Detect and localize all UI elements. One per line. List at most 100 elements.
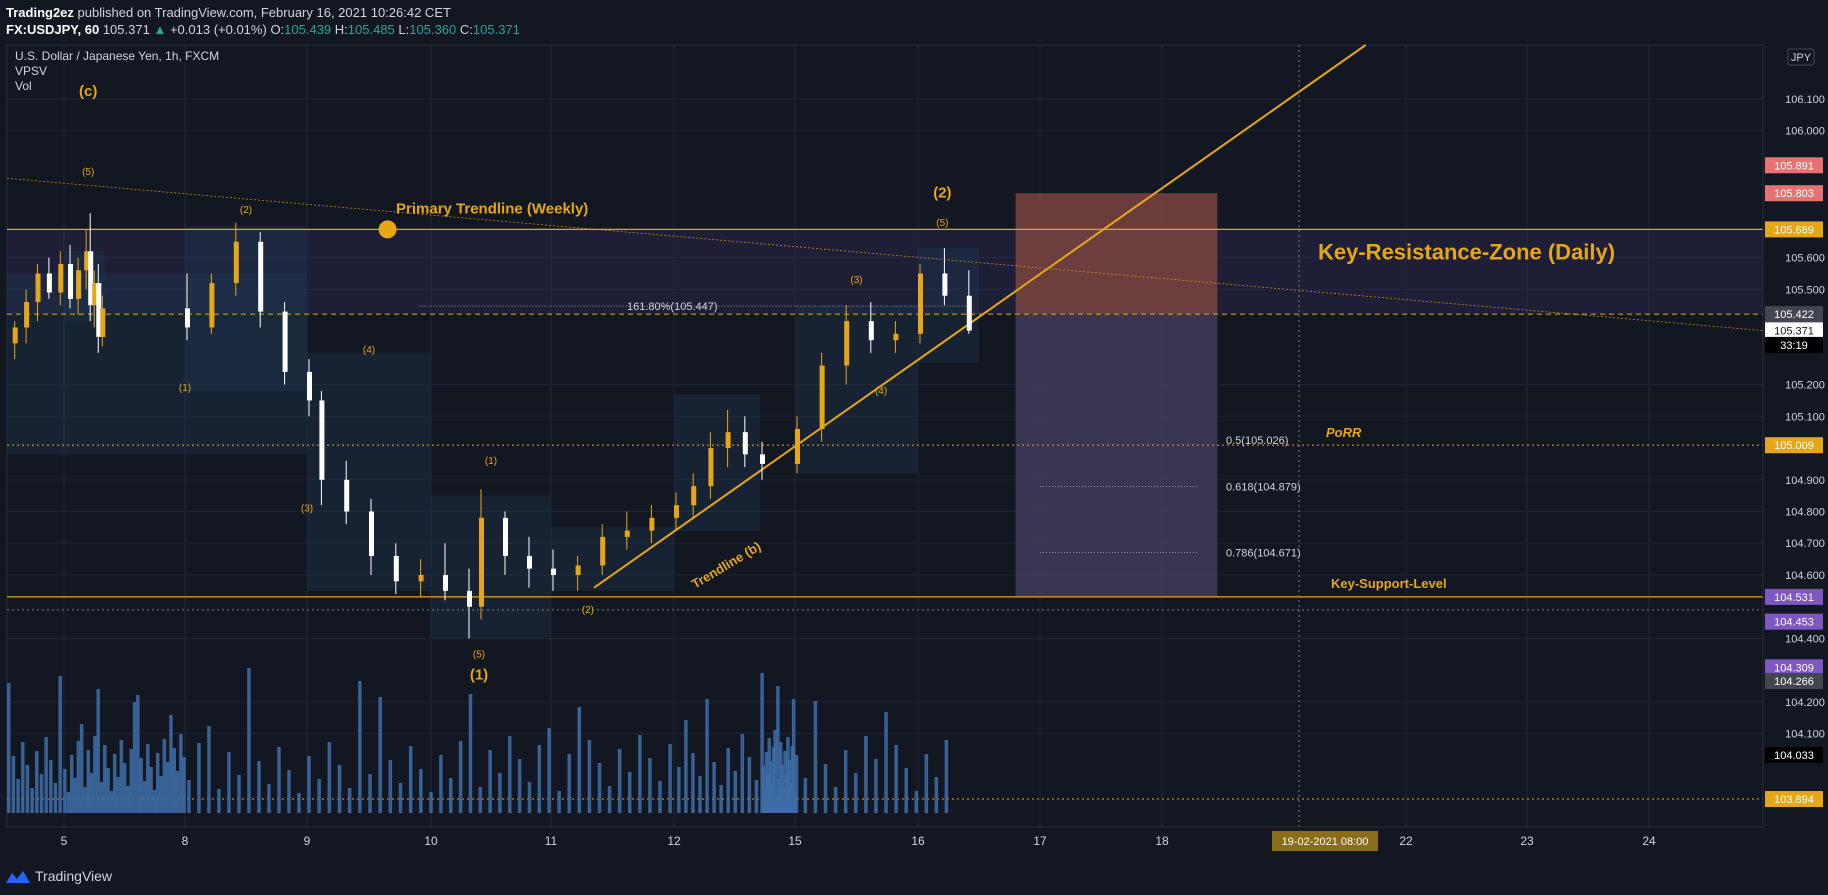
candle-body[interactable] — [819, 365, 825, 429]
candle-body[interactable] — [24, 302, 30, 328]
volume-bar — [368, 774, 372, 813]
candle-body[interactable] — [84, 251, 90, 271]
volume-bar — [287, 770, 291, 813]
candle-body[interactable] — [893, 333, 899, 341]
candle-body[interactable] — [725, 432, 731, 449]
publisher-name[interactable]: Trading2ez — [6, 5, 74, 20]
volume-bar — [197, 743, 201, 813]
candle-body[interactable] — [88, 251, 94, 306]
candle-body[interactable] — [795, 429, 800, 464]
candle-body[interactable] — [575, 565, 581, 575]
chart-header: Trading2ez published on TradingView.com,… — [0, 0, 1828, 42]
candle-body[interactable] — [68, 263, 74, 299]
wave-label: (3) — [850, 275, 862, 286]
price-axis-tick: 104.600 — [1785, 570, 1825, 582]
volume-bar — [658, 781, 662, 813]
candle-body[interactable] — [527, 555, 532, 569]
candle-body[interactable] — [185, 308, 190, 328]
candle-body[interactable] — [418, 574, 424, 582]
volume-bar — [468, 694, 473, 813]
volume-bar — [7, 683, 11, 813]
volume-bar — [458, 741, 463, 813]
candle-body[interactable] — [12, 327, 18, 344]
chart-title[interactable]: U.S. Dollar / Japanese Yen, 1h, FXCM — [15, 49, 219, 63]
candle-body[interactable] — [966, 295, 972, 331]
candle-body[interactable] — [258, 241, 264, 312]
candle-body[interactable] — [742, 432, 748, 455]
volume-bar — [388, 760, 393, 813]
price-tag — [1765, 336, 1823, 353]
tradingview-logo[interactable]: TradingView — [6, 868, 112, 884]
candle-body[interactable] — [96, 283, 102, 337]
close-value: 105.371 — [472, 22, 520, 37]
price-axis[interactable] — [1763, 45, 1828, 827]
volume-bar — [165, 762, 170, 813]
time-axis-tick: 23 — [1520, 834, 1534, 848]
volume-bar — [93, 736, 97, 813]
crosshair-date-badge — [1272, 831, 1378, 851]
publish-info: Trading2ez published on TradingView.com,… — [6, 5, 451, 20]
currency-badge[interactable] — [1787, 48, 1815, 66]
candle-body[interactable] — [319, 400, 325, 480]
candle-body[interactable] — [691, 486, 697, 506]
volume-bar — [478, 787, 483, 813]
candle-body[interactable] — [467, 590, 472, 607]
candle-body[interactable] — [35, 273, 41, 303]
candle-body[interactable] — [479, 517, 484, 607]
candle-body[interactable] — [649, 517, 655, 531]
wave-label: (3) — [301, 504, 313, 515]
volume-bar — [83, 787, 87, 813]
plot-area[interactable] — [6, 44, 1764, 828]
candle-body[interactable] — [600, 536, 606, 566]
volume-bar — [39, 774, 44, 813]
candle-body[interactable] — [369, 511, 374, 556]
indicator-vol-label[interactable]: Vol — [15, 79, 32, 93]
candle-body[interactable] — [942, 273, 948, 296]
candle-body[interactable] — [76, 270, 82, 299]
time-axis-tick: 8 — [182, 834, 189, 848]
candle-body[interactable] — [844, 321, 850, 366]
candle-body[interactable] — [282, 311, 288, 372]
candle-body[interactable] — [624, 530, 630, 537]
candle-body[interactable] — [918, 273, 923, 334]
time-axis-tick: 12 — [667, 834, 681, 848]
time-axis[interactable] — [7, 827, 1763, 856]
candle-body[interactable] — [92, 283, 98, 306]
time-axis-tick: 5 — [61, 834, 68, 848]
volume-bar — [398, 783, 403, 813]
time-axis-tick: 9 — [304, 834, 311, 848]
volume-bar — [691, 753, 695, 813]
volume-bar — [378, 697, 382, 813]
candle-body[interactable] — [708, 448, 714, 487]
candle-body[interactable] — [393, 555, 399, 582]
candle-body[interactable] — [551, 568, 556, 575]
candle-body[interactable] — [233, 241, 239, 284]
indicator-vpsv-label[interactable]: VPSV — [15, 64, 47, 78]
candle-body[interactable] — [307, 371, 312, 401]
volume-bar — [25, 765, 30, 813]
wave-label: (5) — [936, 218, 948, 229]
candle-body[interactable] — [868, 321, 874, 341]
candle-body[interactable] — [760, 454, 765, 464]
volume-bar — [833, 787, 838, 813]
volume-bar — [175, 771, 180, 813]
volume-bar — [557, 791, 561, 813]
price-axis-tick: 104.100 — [1785, 729, 1825, 741]
crosshair-date-label: 19-02-2021 08:00 — [1282, 836, 1369, 848]
candle-body[interactable] — [58, 263, 64, 293]
candle-body[interactable] — [674, 505, 679, 518]
price-axis-tick: 104.200 — [1785, 697, 1825, 709]
open-label: O: — [270, 22, 285, 37]
price-tag-label: 104.266 — [1774, 676, 1814, 688]
volume-bar — [537, 745, 542, 813]
price-axis-tick: 106.000 — [1785, 126, 1825, 138]
candle-body[interactable] — [46, 273, 52, 293]
price-chart[interactable]: U.S. Dollar / Japanese Yen, 1h, FXCMVPSV… — [0, 42, 1828, 858]
volume-bar — [791, 699, 796, 813]
candle-body[interactable] — [100, 308, 106, 337]
volume-bar — [149, 767, 153, 813]
candle-body[interactable] — [209, 283, 215, 328]
candle-body[interactable] — [344, 479, 350, 512]
candle-body[interactable] — [443, 574, 448, 591]
candle-body[interactable] — [503, 517, 508, 556]
